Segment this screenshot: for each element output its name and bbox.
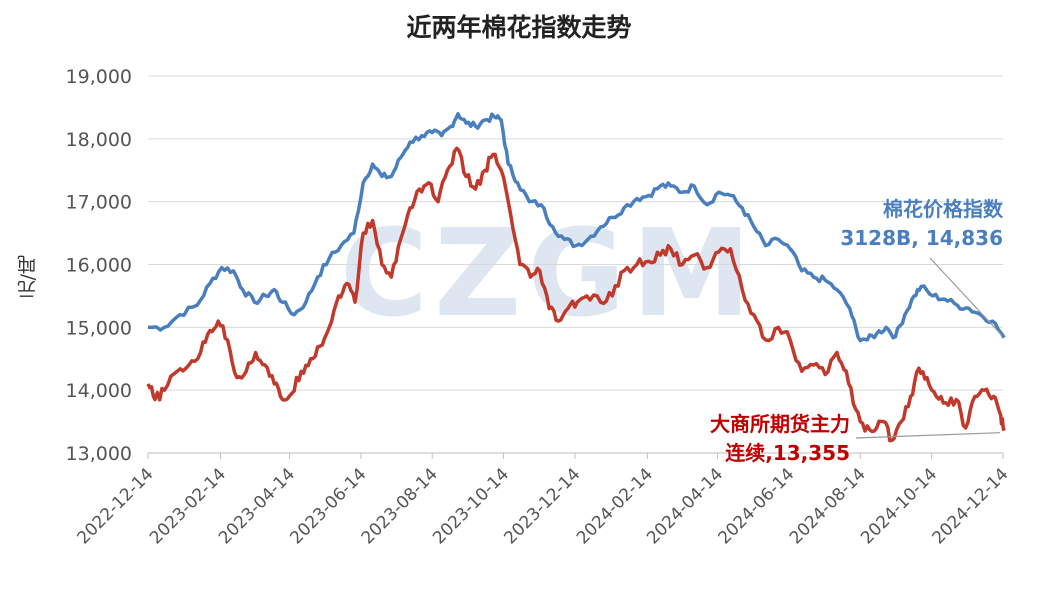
cotton-index-label: 棉花价格指数 [883,197,1003,221]
y-tick-label: 14,000 [66,380,132,402]
cotton-index-line [147,111,1006,343]
chart-title: 近两年棉花指数走势 [406,13,632,42]
x-tick-label: 2023-06-14 [286,464,370,548]
dce-futures-value: 连续,13,355 [725,441,850,465]
x-tick-label: 2022-12-14 [74,464,158,548]
x-tick-label: 2024-10-14 [857,464,941,548]
watermark: CZGM [340,205,757,344]
dce-futures-line [146,146,1006,443]
y-tick-label: 15,000 [66,317,132,339]
y-tick-label: 17,000 [66,192,132,214]
y-axis-label: 元/吨 [17,255,39,300]
dce-futures-annotation: 大商所期货主力 连续,13,355 [710,410,850,468]
y-tick-label: 18,000 [66,129,132,151]
x-tick-label: 2024-12-14 [929,464,1013,548]
x-tick-label: 2023-08-14 [358,464,442,548]
y-tick-label: 19,000 [66,66,132,88]
cotton-index-value: 3128B, 14,836 [840,226,1003,250]
dce-futures-label: 大商所期货主力 [710,412,850,436]
cotton-leader-line [929,257,1003,337]
y-tick-label: 13,000 [66,443,132,465]
dce-leader-line [855,432,1001,439]
x-tick-label: 2024-04-14 [643,464,727,548]
x-tick-label: 2023-12-14 [500,464,584,548]
x-tick-label: 2024-06-14 [714,464,798,548]
x-tick-label: 2023-10-14 [429,464,513,548]
cotton-index-annotation: 棉花价格指数 3128B, 14,836 [840,195,1003,253]
y-tick-label: 16,000 [66,255,132,277]
x-tick-label: 2024-08-14 [786,464,870,548]
